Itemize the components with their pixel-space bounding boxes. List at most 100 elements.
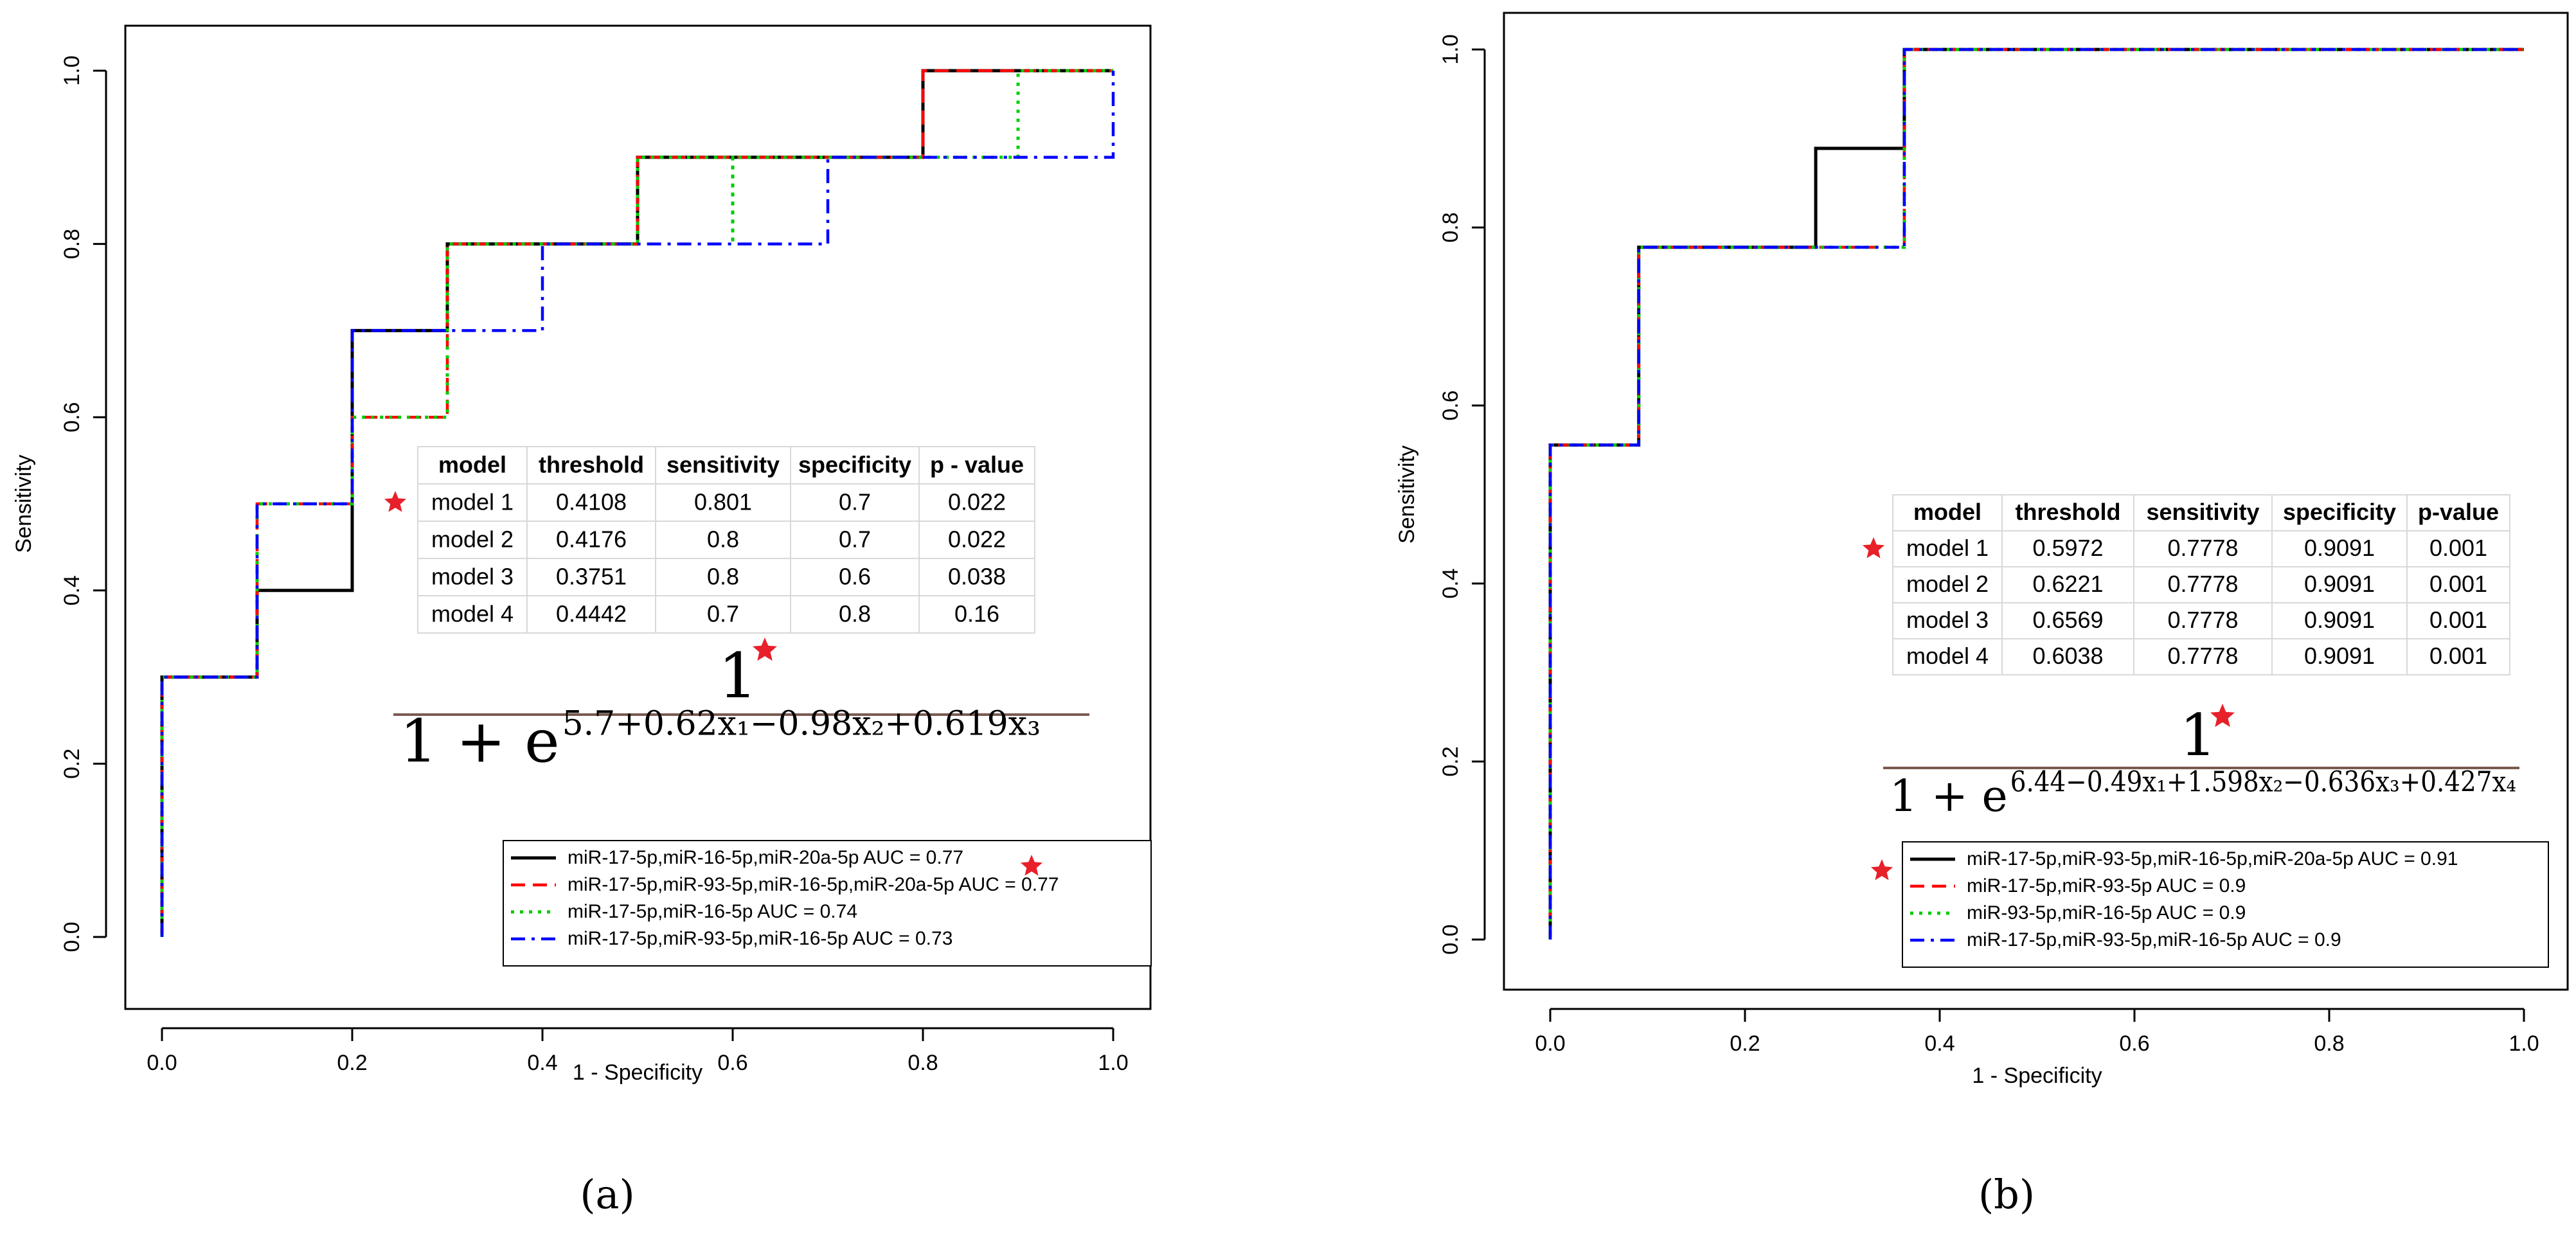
legend-item: miR-17-5p,miR-16-5p AUC = 0.74 [511,901,857,922]
legend-label: miR-17-5p,miR-93-5p AUC = 0.9 [1967,875,2246,896]
table-row: model 4 0.6038 0.7778 0.9091 0.001 [1906,643,2487,669]
table-cell: 0.8 [707,526,739,553]
series-line-4 [160,71,1115,937]
table-cell: model 1 [431,489,514,515]
formula-denominator-base: 1 + e [400,707,560,776]
legend-star-icon [1020,855,1043,876]
y-tick-label: 0.6 [60,402,84,432]
y-tick-label: 0.4 [1438,568,1463,598]
table-cell: 0.6 [839,564,871,590]
x-tick-label: 0.8 [2314,1031,2344,1056]
table-cell: 0.022 [948,489,1006,515]
formula-star-icon [2210,704,2235,727]
table-header-cell: p-value [2418,499,2499,525]
table-cell: 0.9091 [2304,535,2375,561]
legend-label: miR-17-5p,miR-93-5p,miR-16-5p AUC = 0.9 [1967,929,2341,950]
legend-label: miR-17-5p,miR-16-5p AUC = 0.74 [568,901,857,922]
table-cell: model 4 [1906,643,1989,669]
table-header-cell: threshold [539,452,644,478]
table-cell: 0.9091 [2304,607,2375,633]
table-cell: 0.5972 [2032,535,2103,561]
x-tick-label: 0.4 [1924,1031,1954,1056]
legend-box [503,840,1152,967]
x-tick-label: 0.6 [717,1051,747,1075]
table-cell: 0.9091 [2304,571,2375,597]
table-cell: 0.6569 [2032,607,2103,633]
formula-denominator-base: 1 + e [1890,771,2008,822]
legend-label: miR-17-5p,miR-93-5p,miR-16-5p,miR-20a-5p… [568,874,1059,895]
legend-item: miR-93-5p,miR-16-5p AUC = 0.9 [1910,902,2246,923]
table-cell: 0.001 [2429,571,2487,597]
model-table: model threshold sensitivity specificity p-va… [1862,494,2510,675]
table-header-cell: p - value [930,452,1024,478]
table-row: model 2 0.6221 0.7778 0.9091 0.001 [1906,571,2487,597]
table-cell: model 3 [431,564,514,590]
table-row: model 2 0.4176 0.8 0.7 0.022 [431,526,1006,553]
legend-label: miR-93-5p,miR-16-5p AUC = 0.9 [1967,902,2246,923]
table-cell: 0.3751 [556,564,627,590]
logistic-formula: 1 1 + e 5.7+0.62x₁−0.98x₂+0.619x₃ [393,637,1089,776]
y-axis-title: Sensitivity [12,454,36,553]
x-axis-title: 1 - Specificity [1972,1064,2102,1088]
legend-item: miR-17-5p,miR-93-5p,miR-16-5p AUC = 0.73 [511,928,953,949]
table-cell: 0.7778 [2167,607,2238,633]
table-cell: 0.8 [839,601,871,627]
model-table: model threshold sensitivity specificity p - … [384,446,1035,634]
table-cell: 0.7778 [2167,571,2238,597]
table-cell: 0.801 [694,489,752,515]
table-header-cell: model [1913,499,1981,525]
table-cell: model 1 [1906,535,1989,561]
table-header-cell: specificity [798,452,911,478]
x-tick-label: 1.0 [1098,1051,1128,1075]
y-tick-label: 0.8 [1438,212,1463,242]
x-tick-label: 0.2 [1730,1031,1760,1056]
y-axis-title: Sensitivity [1395,445,1419,544]
y-tick-label: 0.0 [1438,924,1463,954]
table-header-cell: sensitivity [2146,499,2259,525]
table-cell: 0.6221 [2032,571,2103,597]
table-row: model 3 0.3751 0.8 0.6 0.038 [431,564,1006,590]
table-row: model 3 0.6569 0.7778 0.9091 0.001 [1906,607,2487,633]
y-tick-label: 0.6 [1438,390,1463,420]
y-tick-label: 1.0 [1438,34,1463,64]
x-tick-label: 0.8 [908,1051,938,1075]
y-tick-label: 0.4 [60,575,84,605]
table-cell: 0.8 [707,564,739,590]
x-tick-label: 0.0 [147,1051,177,1075]
table-row: model 1 0.4108 0.801 0.7 0.022 [431,489,1006,515]
legend: miR-17-5p,miR-16-5p,miR-20a-5p AUC = 0.7… [503,840,1152,967]
table-row: model 4 0.4442 0.7 0.8 0.16 [431,601,999,627]
table-cell: model 4 [431,601,514,627]
series-group [1548,48,2524,940]
table-cell: 0.4108 [556,489,627,515]
panel-label: (b) [1978,1171,2035,1218]
legend-item: miR-17-5p,miR-93-5p,miR-16-5p,miR-20a-5p… [1910,848,2458,869]
table-cell: 0.001 [2429,535,2487,561]
logistic-formula: 1 1 + e 6.44−0.49x₁+1.598x₂−0.636x₃+0.427x… [1883,702,2519,822]
best-model-star-icon [1862,537,1885,558]
chart-panel-a: 0.0 0.2 0.4 0.6 0.8 1.01 - Specificity0.00.20… [12,24,1152,1218]
legend-star-icon [1870,859,1893,880]
formula-numerator: 1 [2179,702,2216,769]
table-cell: 0.4442 [556,601,627,627]
table-background [417,446,1035,634]
table-header-cell: sensitivity [666,452,780,478]
table-cell: 0.4176 [556,526,627,553]
table-header-cell: model [438,452,506,478]
series-group [160,69,1115,937]
plot-frame [124,24,1152,1010]
x-tick-label: 0.6 [2119,1031,2149,1056]
table-cell: 0.038 [948,564,1006,590]
y-axis: 0.0 0.2 0.4 0.6 0.8 1.0 Sensitivity [12,55,107,952]
table-cell: 0.16 [954,601,999,627]
table-header-cell: specificity [2283,499,2396,525]
table-cell: 0.001 [2429,607,2487,633]
table-header-cell: threshold [2015,499,2120,525]
table-cell: 0.001 [2429,643,2487,669]
table-cell: 0.7 [707,601,739,627]
legend-label: miR-17-5p,miR-16-5p,miR-20a-5p AUC = 0.7… [568,847,963,868]
legend-item: miR-17-5p,miR-93-5p,miR-16-5p,miR-20a-5p… [511,874,1059,895]
best-model-star-icon [384,491,407,512]
table-row: model 1 0.5972 0.7778 0.9091 0.001 [1906,535,2487,561]
